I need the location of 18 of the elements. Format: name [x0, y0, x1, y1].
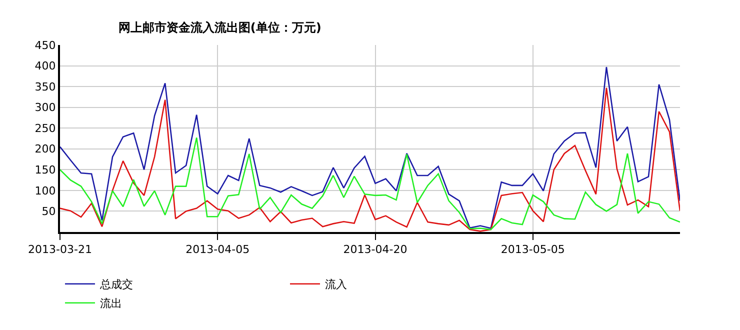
y-tick-label: 200 — [34, 142, 56, 156]
y-tick-label: 250 — [34, 122, 56, 135]
y-tick-label: 50 — [42, 205, 56, 218]
y-tick-label: 300 — [34, 101, 56, 114]
x-tick-label: 2013-03-21 — [28, 243, 92, 256]
x-tick-label: 2013-05-05 — [500, 243, 565, 256]
x-tick-label: 2013-04-20 — [343, 243, 408, 256]
y-tick-label: 400 — [34, 60, 56, 73]
y-tick-label: 150 — [34, 164, 56, 177]
y-tick-label: 350 — [34, 80, 56, 94]
legend-label: 流出 — [100, 297, 122, 310]
y-tick-label: 450 — [34, 38, 56, 52]
line-series — [60, 137, 680, 230]
x-tick-label: 2013-04-05 — [186, 243, 250, 256]
y-tick-label: 100 — [34, 184, 56, 198]
legend-label: 流入 — [325, 278, 347, 292]
chart-title: 网上邮市资金流入流出图(单位：万元) — [118, 20, 322, 34]
legend-label: 总成交 — [99, 278, 133, 292]
